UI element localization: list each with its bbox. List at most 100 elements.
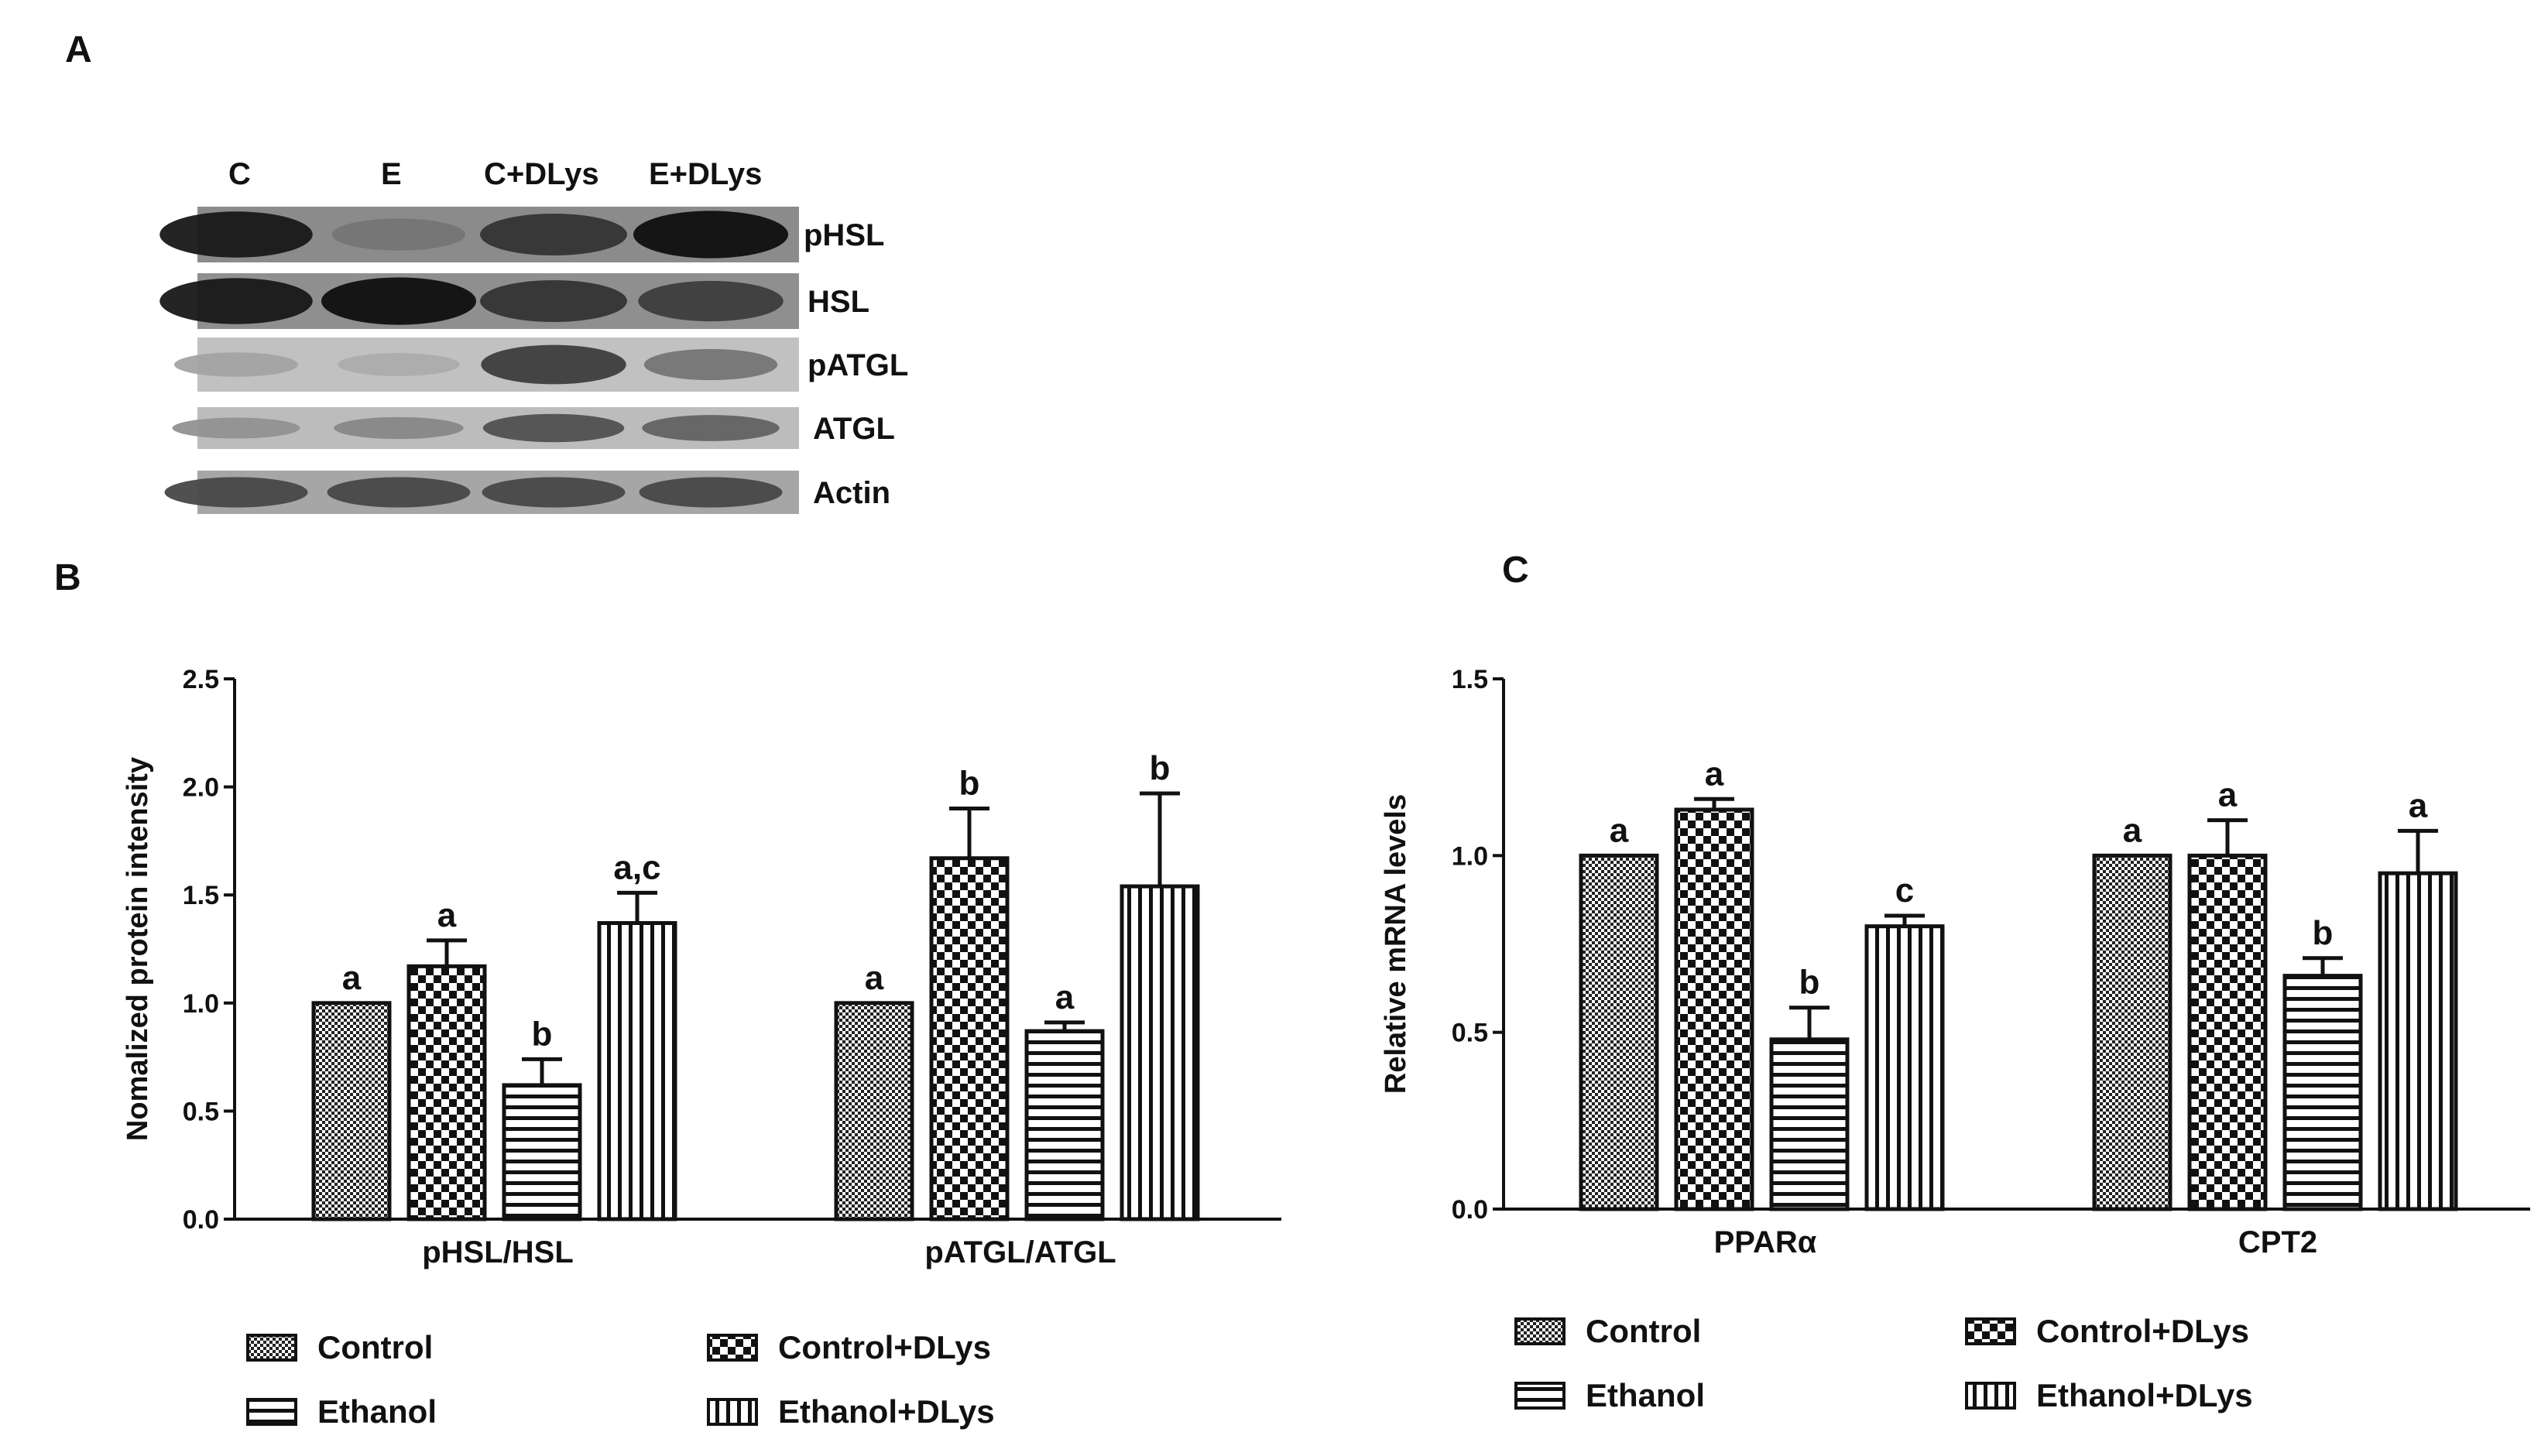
legend-swatch (246, 1334, 297, 1362)
y-tick-label: 0.5 (183, 1097, 219, 1126)
blot-band (481, 344, 626, 385)
blot-band (639, 477, 783, 508)
y-tick-label: 2.5 (183, 665, 219, 694)
blot-bands (159, 207, 799, 514)
blot-band (159, 278, 313, 324)
bar (1024, 1029, 1105, 1221)
significance-label: a,c (613, 848, 660, 886)
blot-band (480, 280, 627, 322)
bar (1120, 884, 1200, 1221)
significance-label: a (1705, 755, 1724, 793)
blot-band (643, 348, 778, 381)
significance-label: c (1895, 872, 1914, 910)
blot-band-label: HSL (808, 285, 869, 319)
significance-label: a (1610, 811, 1629, 849)
blot-band (172, 417, 300, 439)
bar (1579, 853, 1659, 1211)
y-tick-label: 1.5 (1452, 665, 1488, 694)
legend-swatch (707, 1398, 758, 1426)
bar (2092, 853, 2172, 1211)
blot-band (174, 352, 298, 377)
bar (834, 1001, 914, 1221)
blot-lane-label: E+DLys (649, 157, 762, 191)
y-tick-label: 0.5 (1452, 1019, 1488, 1048)
blot-band (327, 477, 471, 508)
legend-swatch (707, 1334, 758, 1362)
significance-label: a (437, 896, 457, 934)
blot-band (159, 211, 313, 258)
x-category-label: pHSL/HSL (422, 1235, 574, 1269)
significance-label: b (959, 765, 980, 803)
legend-label: Control+DLys (2036, 1313, 2249, 1349)
blot-band-label: ATGL (813, 412, 895, 446)
legend-label: Control (1586, 1313, 1701, 1349)
legend-label: Ethanol+DLys (778, 1393, 995, 1430)
y-axis-label: Relative mRNA levels (1380, 794, 1412, 1094)
western-blot: C E C+DLys E+DLys pHSL HSL pATGL ATGL Actin (159, 157, 908, 514)
x-category-label: CPT2 (2238, 1225, 2317, 1259)
x-category-label: PPARα (1714, 1225, 1817, 1259)
panel-label-c: C (1502, 550, 1529, 591)
blot-band (338, 353, 460, 376)
y-tick-label: 2.0 (183, 773, 219, 803)
blot-band (164, 477, 308, 508)
y-tick-label: 0.0 (183, 1205, 219, 1235)
y-tick-label: 0.0 (1452, 1195, 1488, 1225)
blot-band (638, 280, 784, 322)
legend-label: Control (317, 1329, 433, 1365)
y-tick-label: 1.0 (1452, 841, 1488, 871)
blot-band-labels: pHSL HSL pATGL ATGL Actin (804, 218, 908, 510)
bar (1769, 1037, 1850, 1211)
significance-label: a (2218, 776, 2238, 814)
blot-band (321, 277, 476, 325)
y-axis-label: Nomalized protein intensity (122, 757, 154, 1141)
bar (1674, 807, 1754, 1211)
blot-lane-label: C+DLys (484, 157, 599, 191)
significance-label: b (1150, 749, 1171, 787)
panel-label-b: B (54, 557, 81, 598)
legend-label: Ethanol+DLys (2036, 1377, 2253, 1413)
bar (929, 856, 1010, 1221)
blot-band-label: Actin (813, 476, 890, 510)
bar (311, 1001, 392, 1221)
blot-band (482, 413, 625, 443)
chart-mrna-levels: 0.0 0.5 1.0 1.5 Relative mRNA levels a a b c PPAR… (1380, 665, 2530, 1413)
significance-label: a (865, 959, 884, 997)
blot-band (633, 211, 788, 259)
bar (502, 1083, 582, 1221)
blot-band (334, 416, 464, 440)
blot-band (331, 218, 466, 251)
legend-swatch (1514, 1382, 1565, 1410)
blot-band-label: pHSL (804, 218, 884, 252)
legend-swatch (1965, 1317, 2016, 1345)
significance-label: a (2123, 811, 2142, 849)
bar (2187, 853, 2268, 1211)
blot-band (642, 415, 780, 441)
bar (2378, 871, 2458, 1211)
bar (597, 920, 677, 1221)
blot-lane-label: C (228, 157, 251, 191)
blot-band (482, 477, 626, 508)
legend-swatch (1965, 1382, 2016, 1410)
blot-band-label: pATGL (808, 348, 908, 382)
chart-protein-intensity: 0.0 0.5 1.0 1.5 2.0 2.5 Nomalized protein inte… (122, 665, 1281, 1430)
panel-label-a: A (65, 29, 92, 70)
blot-lane-label: E (381, 157, 402, 191)
significance-label: b (532, 1015, 553, 1053)
blot-lane-labels: C E C+DLys E+DLys (228, 157, 762, 191)
significance-label: a (342, 959, 362, 997)
blot-band (480, 214, 627, 255)
bar (2282, 974, 2363, 1211)
legend-label: Ethanol (317, 1393, 437, 1430)
bar (1864, 924, 1945, 1211)
legend-swatch (246, 1398, 297, 1426)
bar (406, 964, 487, 1221)
significance-label: a (2409, 786, 2428, 824)
significance-label: a (1055, 978, 1075, 1016)
y-tick-label: 1.5 (183, 881, 219, 910)
legend-label: Control+DLys (778, 1329, 991, 1365)
legend-swatch (1514, 1317, 1565, 1345)
x-category-label: pATGL/ATGL (924, 1235, 1116, 1269)
y-tick-label: 1.0 (183, 989, 219, 1019)
